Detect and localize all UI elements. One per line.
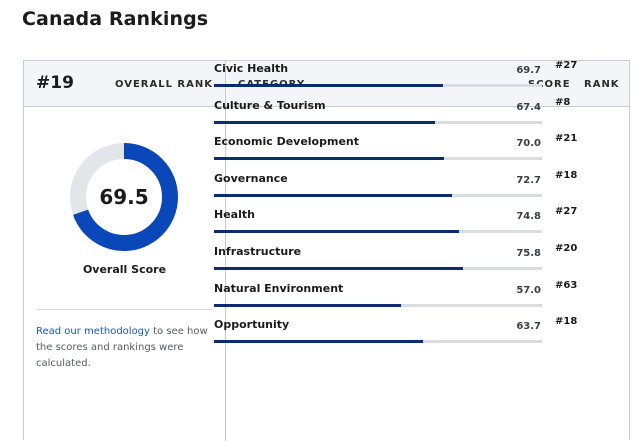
category-row: Infrastructure 75.8 #20 bbox=[214, 242, 594, 282]
donut-chart bbox=[70, 143, 178, 251]
methodology-text: to see how the scores and rankings were … bbox=[36, 326, 208, 369]
category-row: Health 74.8 #27 bbox=[214, 206, 594, 245]
score-bar-fill bbox=[214, 84, 443, 87]
rankings-card: #19 OVERALL RANK 69.5 Overall Score Read… bbox=[23, 60, 630, 441]
score-bar-track bbox=[214, 340, 542, 344]
score-bar-track bbox=[214, 193, 542, 197]
category-row: Economic Development 70.0 #21 bbox=[214, 133, 594, 172]
overall-panel: #19 OVERALL RANK 69.5 Overall Score Read… bbox=[24, 61, 226, 441]
overall-score-donut: 69.5 bbox=[68, 141, 180, 253]
category-list: Civic Health 69.7 #27 Culture & Tourism 67.4… bbox=[214, 60, 594, 355]
category-row: Governance 72.7 #18 bbox=[214, 169, 594, 209]
category-rank: #8 bbox=[555, 96, 571, 108]
category-score: 72.7 bbox=[516, 174, 541, 186]
score-bar-track bbox=[214, 230, 542, 234]
category-rank: #27 bbox=[555, 60, 578, 71]
score-bar-fill bbox=[214, 193, 453, 197]
category-rank: #21 bbox=[555, 133, 578, 145]
score-bar-fill bbox=[214, 303, 401, 307]
category-rank: #18 bbox=[555, 316, 578, 328]
column-header-rank: RANK bbox=[584, 79, 620, 90]
category-name: Health bbox=[214, 208, 255, 222]
category-name: Economic Development bbox=[214, 135, 359, 149]
category-score: 75.8 bbox=[516, 247, 541, 259]
score-bar-fill bbox=[214, 340, 423, 344]
category-row: Opportunity 63.7 #18 bbox=[214, 316, 594, 355]
overall-rank-value: #19 bbox=[36, 73, 74, 93]
category-rank: #63 bbox=[555, 279, 578, 291]
page-title: Canada Rankings bbox=[22, 8, 209, 30]
category-row: Natural Environment 57.0 #63 bbox=[214, 279, 594, 319]
methodology-link[interactable]: Read our methodology bbox=[36, 326, 150, 337]
score-bar-fill bbox=[214, 157, 444, 161]
overall-score-value: 69.5 bbox=[99, 185, 149, 209]
score-bar-fill bbox=[214, 266, 463, 270]
category-row: Civic Health 69.7 #27 bbox=[214, 60, 594, 99]
category-rank: #20 bbox=[555, 242, 578, 254]
category-score: 63.7 bbox=[516, 321, 541, 333]
category-rank: #18 bbox=[555, 169, 578, 181]
category-name: Governance bbox=[214, 171, 288, 185]
score-bar-track bbox=[214, 303, 542, 307]
score-bar-track bbox=[214, 157, 542, 161]
category-row: Culture & Tourism 67.4 #8 bbox=[214, 96, 594, 136]
category-score: 67.4 bbox=[516, 101, 541, 113]
donut-fill bbox=[70, 143, 178, 251]
divider bbox=[36, 309, 212, 310]
category-score: 74.8 bbox=[516, 211, 541, 223]
methodology-note: Read our methodology to see how the scor… bbox=[36, 324, 216, 372]
score-bar-fill bbox=[214, 120, 436, 124]
column-header-score: SCORE bbox=[528, 79, 571, 90]
category-name: Natural Environment bbox=[214, 281, 344, 295]
score-bar-track bbox=[214, 266, 542, 270]
overall-score-label: Overall Score bbox=[82, 263, 167, 276]
overall-rank-label: OVERALL RANK bbox=[114, 79, 213, 90]
category-rank: #27 bbox=[555, 206, 578, 218]
category-score: 57.0 bbox=[516, 284, 541, 296]
category-score: 70.0 bbox=[516, 138, 541, 150]
category-name: Culture & Tourism bbox=[214, 98, 326, 112]
category-name: Civic Health bbox=[214, 62, 289, 75]
category-name: Infrastructure bbox=[214, 244, 302, 258]
score-bar-fill bbox=[214, 230, 460, 234]
score-bar-track bbox=[214, 120, 542, 124]
category-name: Opportunity bbox=[214, 318, 290, 332]
category-score: 69.7 bbox=[516, 65, 541, 76]
overall-rank-header: #19 OVERALL RANK bbox=[24, 61, 225, 107]
score-bar-track bbox=[214, 84, 542, 87]
